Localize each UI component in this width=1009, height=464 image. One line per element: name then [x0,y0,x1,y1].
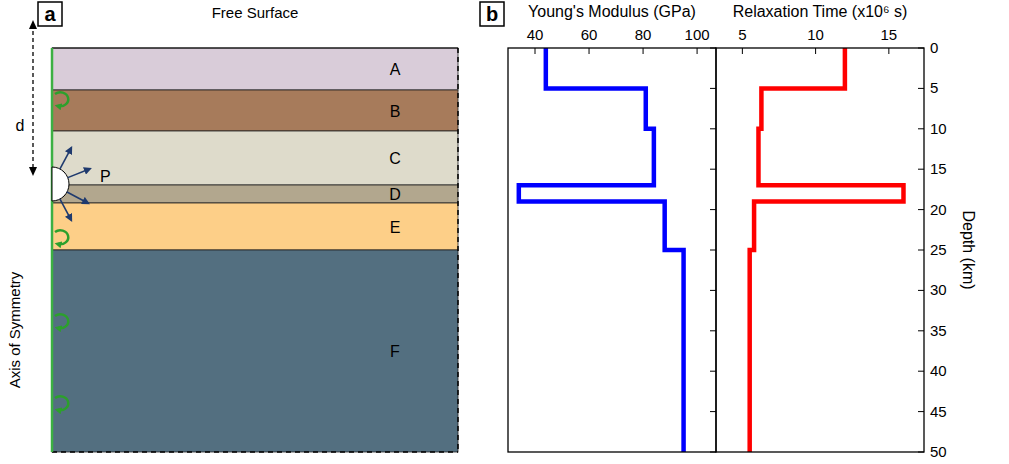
chart: 5 10 15 0 5 10 15 20 25 30 35 40 45 50 Relaxation Time… [716,3,977,460]
frame [508,48,716,452]
boundary [52,451,458,453]
cavity [52,167,69,201]
y-tick [710,371,716,372]
rotation-arrow [55,314,68,328]
profile-line [750,48,904,452]
layer-label: F [390,343,400,360]
y-tick-label: 35 [930,322,947,339]
x-tick [589,48,590,54]
x-tick-label: 100 [685,26,710,43]
plot-area [519,48,684,452]
y-tick-label: 0 [930,39,938,56]
y-tick-label: 10 [930,120,947,137]
layer-label: C [389,150,401,167]
x-tick-label: 40 [527,26,544,43]
x-tick-label: 80 [635,26,652,43]
y-tick [918,290,924,291]
y-tick [918,209,924,210]
panel-letter-box [480,2,504,26]
x-tick [535,48,536,54]
figure: a b A B C DE F Pd Free Surface Axis of Symmetry 40… [0,0,1009,464]
y-tick [918,88,924,89]
y-tick [710,128,716,129]
y-tick [710,411,716,412]
depth-arrow [32,24,33,172]
y-tick [710,330,716,331]
x-tick [742,48,743,54]
profile-line [519,48,684,452]
pressure-label: P [100,168,111,185]
panel-letter: b [486,3,498,25]
x-tick-label: 15 [881,26,898,43]
layer [52,203,458,250]
diagram: A B C DE F [52,48,458,452]
y-tick-label: 45 [930,403,947,420]
panel-letter-box [38,2,62,26]
pressure-arrow [67,192,88,203]
y-tick [918,128,924,129]
x-tick [815,48,816,54]
panel-letter: a [44,3,56,25]
y-tick [710,250,716,251]
y-tick-label: 20 [930,201,947,218]
y-tick [710,290,716,291]
boundary [457,48,459,452]
x-tick [643,48,644,54]
x-tick-label: 10 [807,26,824,43]
layer-label: A [390,61,401,78]
y-tick [918,411,924,412]
y-axis-title: Depth (km) [960,210,977,289]
x-tick [888,48,889,54]
frame [716,48,924,452]
x-axis-title: Relaxation Time (x10⁶ s) [733,3,908,20]
y-tick [710,209,716,210]
layer [52,48,458,90]
y-tick [918,169,924,170]
axis-label: Axis of Symmetry [6,271,23,388]
y-tick-label: 30 [930,281,947,298]
free-surface [52,47,458,48]
y-tick [710,169,716,170]
rotation-arrow [55,230,68,244]
layer-label: B [390,103,401,120]
free-surface-label: Free Surface [212,4,299,21]
y-tick [710,88,716,89]
layer [52,90,458,131]
symmetry-axis [51,48,54,452]
x-tick [697,48,698,54]
y-tick [918,250,924,251]
layer [52,131,458,185]
layer-label: E [390,219,401,236]
rotation-arrow [55,396,68,410]
layer [52,250,458,452]
x-tick-label: 60 [581,26,598,43]
y-tick [918,330,924,331]
y-tick-label: 5 [930,79,938,96]
layer-label: D [389,186,401,203]
y-tick-label: 40 [930,362,947,379]
pressure-arrow [60,148,71,169]
x-tick-label: 5 [738,26,746,43]
pressure-arrow [68,169,90,178]
plot-area [750,48,904,452]
rotation-arrow [55,92,68,106]
depth-label: d [16,117,25,134]
y-tick-label: 25 [930,241,947,258]
x-axis-title: Young's Modulus (GPa) [528,3,696,20]
y-tick-label: 50 [930,443,947,460]
y-tick-label: 15 [930,160,947,177]
layer [52,185,458,203]
chart: 40 60 80 100 Young's Modulus (GPa) [508,3,716,452]
pressure-arrow [60,199,71,220]
y-tick [918,371,924,372]
